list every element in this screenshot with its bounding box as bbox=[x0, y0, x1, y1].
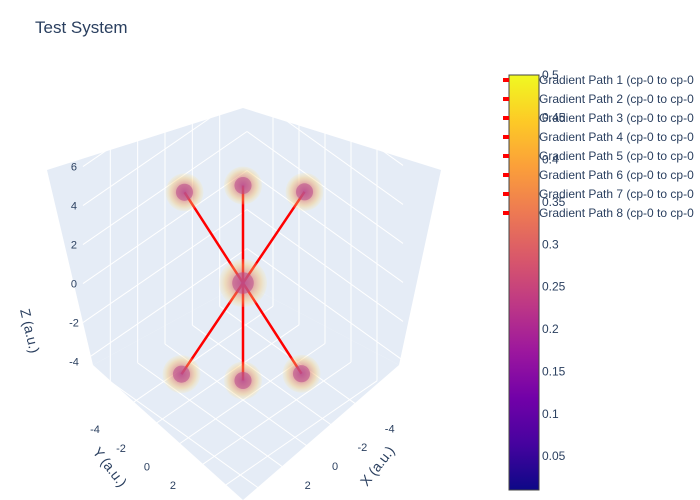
tick-label: 2 bbox=[71, 240, 77, 252]
colorbar-tick-label: 0.15 bbox=[542, 364, 566, 378]
legend-item[interactable]: Gradient Path 5 (cp-0 to cp-0 bbox=[503, 149, 694, 163]
chart-title: Test System bbox=[35, 18, 128, 37]
legend-label: Gradient Path 5 (cp-0 to cp-0 bbox=[539, 149, 694, 163]
gridline bbox=[246, 53, 404, 166]
tick-label: 2 bbox=[305, 480, 311, 492]
tick-label: 0 bbox=[332, 461, 338, 473]
legend-label: Gradient Path 6 (cp-0 to cp-0 bbox=[539, 168, 694, 182]
colorbar: 0.05 0.1 0.15 0.2 0.25 0.3 0.35 0.4 0.45 0.5 bbox=[508, 68, 566, 491]
gridline bbox=[82, 248, 248, 362]
critical-point-core bbox=[292, 365, 311, 383]
legend-item[interactable]: Gradient Path 7 (cp-0 to cp-0 bbox=[503, 187, 694, 201]
gridline bbox=[82, 92, 248, 206]
tick-label: -2 bbox=[69, 318, 79, 330]
gridline bbox=[82, 53, 248, 167]
colorbar-tick-label: 0.5 bbox=[542, 68, 559, 82]
legend-item[interactable]: Gradient Path 6 (cp-0 to cp-0 bbox=[503, 168, 694, 182]
colorbar-tick-label: 0.05 bbox=[542, 449, 566, 463]
legend-label: Gradient Path 3 (cp-0 to cp-0 bbox=[539, 111, 694, 125]
critical-point-core bbox=[234, 176, 252, 195]
scene-ticks: -4 -2 0 2 4 6 -4 -2 0 2 4 -4 -2 0 2 4 bbox=[69, 162, 394, 500]
tick-label: 4 bbox=[71, 201, 77, 213]
legend-item[interactable]: Gradient Path 4 (cp-0 to cp-0 bbox=[503, 130, 694, 144]
tick-label: -4 bbox=[69, 357, 79, 369]
critical-points bbox=[162, 166, 324, 400]
tick-label: 0 bbox=[71, 279, 77, 291]
legend[interactable]: Gradient Path 1 (cp-0 to cp-0 Gradient Pa… bbox=[503, 73, 694, 220]
critical-point-core bbox=[172, 365, 191, 383]
tick-label: 4 bbox=[277, 499, 283, 500]
colorbar-gradient bbox=[508, 74, 540, 491]
legend-label: Gradient Path 1 (cp-0 to cp-0 bbox=[539, 73, 694, 87]
gridline bbox=[82, 170, 248, 284]
tick-label: -4 bbox=[90, 424, 100, 436]
colorbar-tick-label: 0.3 bbox=[542, 237, 559, 251]
critical-point-core bbox=[232, 272, 254, 294]
colorbar-tick-label: 0.35 bbox=[542, 195, 566, 209]
legend-item[interactable]: Gradient Path 3 (cp-0 to cp-0 bbox=[503, 111, 694, 125]
tick-label: -2 bbox=[357, 442, 367, 454]
gridline bbox=[246, 131, 404, 244]
gridline bbox=[246, 209, 404, 322]
tick-label: 2 bbox=[170, 480, 176, 492]
gridline bbox=[246, 248, 404, 361]
critical-point-core bbox=[234, 371, 252, 390]
tick-label: -2 bbox=[116, 443, 126, 455]
legend-label: Gradient Path 2 (cp-0 to cp-0 bbox=[539, 92, 694, 106]
legend-item[interactable]: Gradient Path 2 (cp-0 to cp-0 bbox=[503, 92, 694, 106]
tick-label: 0 bbox=[144, 462, 150, 474]
critical-point-core bbox=[175, 183, 194, 201]
colorbar-tick-label: 0.1 bbox=[542, 407, 559, 421]
tick-label: -4 bbox=[385, 423, 395, 435]
gridline bbox=[212, 380, 378, 495]
colorbar-tick-label: 0.25 bbox=[542, 280, 566, 294]
tick-label: 6 bbox=[71, 162, 77, 174]
colorbar-ticks: 0.05 0.1 0.15 0.2 0.25 0.3 0.35 0.4 0.45 0.5 bbox=[542, 68, 566, 463]
gridline bbox=[82, 131, 248, 245]
tick-label: 4 bbox=[196, 499, 202, 500]
scene-wall-right bbox=[243, 108, 441, 365]
colorbar-tick-label: 0.45 bbox=[542, 110, 566, 124]
colorbar-tick-label: 0.4 bbox=[542, 153, 559, 167]
legend-item[interactable]: Gradient Path 8 (cp-0 to cp-0 bbox=[503, 206, 694, 220]
critical-point-core bbox=[295, 183, 314, 201]
scene-wall-left bbox=[47, 108, 243, 365]
legend-item[interactable]: Gradient Path 1 (cp-0 to cp-0 bbox=[503, 73, 694, 87]
legend-label: Gradient Path 4 (cp-0 to cp-0 bbox=[539, 130, 694, 144]
gridline bbox=[246, 170, 404, 283]
legend-label: Gradient Path 7 (cp-0 to cp-0 bbox=[539, 187, 694, 201]
gridline bbox=[134, 324, 300, 439]
gridline bbox=[82, 209, 248, 323]
gridline bbox=[186, 361, 352, 476]
scene-gridlines bbox=[82, 53, 404, 495]
legend-label: Gradient Path 8 (cp-0 to cp-0 bbox=[539, 206, 694, 220]
gridline bbox=[246, 92, 404, 205]
colorbar-tick-label: 0.2 bbox=[542, 322, 559, 336]
z-axis-label: Z (a.u.) bbox=[17, 307, 43, 355]
